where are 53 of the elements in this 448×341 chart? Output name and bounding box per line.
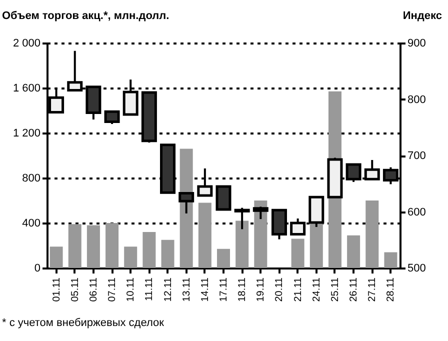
x-tick-label: 25.11 bbox=[330, 277, 341, 302]
bar bbox=[124, 246, 138, 268]
y-tick-label: 1 600 bbox=[12, 82, 40, 94]
x-tick-label: 10.11 bbox=[126, 277, 137, 302]
x-tick-label: 12.11 bbox=[162, 277, 174, 302]
candlestick bbox=[252, 206, 268, 220]
bar bbox=[384, 252, 398, 268]
x-tick-label: 24.11 bbox=[311, 277, 322, 302]
bar bbox=[198, 202, 212, 268]
candlestick bbox=[216, 185, 232, 211]
x-tick-label: 20.11 bbox=[274, 277, 286, 302]
x-tick-label: 18.11 bbox=[237, 277, 248, 302]
y-tick-label: 2 000 bbox=[12, 38, 40, 50]
candlestick bbox=[104, 110, 120, 125]
x-tick-label: 28.11 bbox=[386, 277, 397, 302]
bar bbox=[236, 220, 249, 268]
y2-tick-label: 500 bbox=[408, 262, 426, 274]
x-tick-label: 05.11 bbox=[70, 277, 81, 302]
candlestick bbox=[178, 192, 194, 214]
y-tick-label: 400 bbox=[22, 218, 40, 230]
x-tick-label: 01.11 bbox=[51, 277, 62, 302]
y-tick-label: 800 bbox=[22, 172, 40, 184]
y2-tick-label: 900 bbox=[408, 38, 426, 50]
bar bbox=[86, 225, 100, 268]
x-tick-label: 26.11 bbox=[348, 277, 360, 302]
x-tick-label: 27.11 bbox=[367, 277, 378, 302]
bar bbox=[106, 223, 119, 268]
bar bbox=[180, 148, 193, 268]
x-tick-label: 14.11 bbox=[200, 277, 211, 302]
bar bbox=[347, 235, 360, 268]
bar bbox=[366, 200, 379, 268]
y2-tick-label: 800 bbox=[408, 94, 426, 106]
x-tick-label: 21.11 bbox=[292, 277, 304, 302]
y2-tick-label: 600 bbox=[408, 206, 426, 218]
y-axis-title: Объем торгов акц.*, млн.долл. bbox=[2, 10, 170, 22]
bar bbox=[291, 238, 304, 268]
bar bbox=[68, 224, 82, 268]
x-tick-label: 17.11 bbox=[218, 277, 230, 302]
x-tick-label: 07.11 bbox=[107, 277, 118, 302]
x-tick-label: 11.11 bbox=[144, 277, 156, 302]
bar bbox=[50, 246, 63, 268]
bar bbox=[216, 248, 230, 268]
y-tick-label: 0 bbox=[34, 262, 40, 274]
x-tick-label: 06.11 bbox=[88, 277, 100, 302]
text: * с учетом внебиржевых сделок bbox=[2, 317, 164, 329]
bar bbox=[142, 232, 156, 268]
y-tick-label: 1 200 bbox=[12, 128, 40, 140]
bar bbox=[161, 240, 174, 268]
x-tick-label: 13.11 bbox=[181, 277, 192, 302]
x-tick-label: 19.11 bbox=[256, 277, 267, 302]
y2-tick-label: 700 bbox=[408, 150, 426, 162]
bar bbox=[254, 200, 268, 268]
y2-axis-title: Индекс bbox=[402, 10, 442, 22]
